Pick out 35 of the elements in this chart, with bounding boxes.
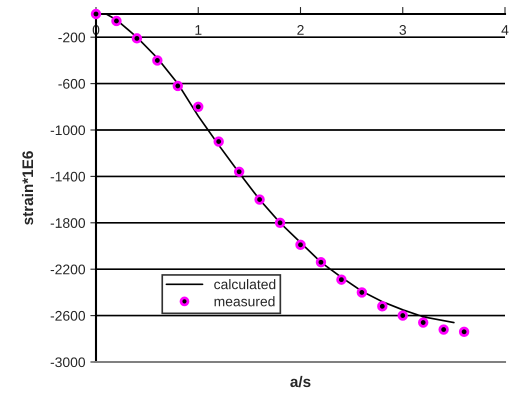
point — [234, 166, 244, 177]
point — [356, 287, 368, 298]
legend-label: measured — [214, 296, 275, 306]
point — [316, 257, 326, 268]
point — [172, 80, 183, 92]
y-tick-label: -1400 — [50, 172, 86, 182]
point — [111, 16, 122, 26]
y-tick-label: -1000 — [50, 125, 86, 136]
y-tick-label: -2200 — [50, 264, 86, 274]
y-tick-label: -600 — [58, 78, 86, 89]
y-tick-label: -1800 — [50, 218, 86, 228]
y-tick-label: -200 — [58, 32, 86, 42]
x-tick-label: 3 — [399, 25, 406, 35]
point — [398, 310, 408, 321]
x-tick-label: 4 — [501, 25, 508, 35]
y-tick-label: -2600 — [50, 310, 86, 321]
point — [214, 136, 224, 147]
point — [418, 317, 428, 328]
legend-label: calculated — [214, 279, 276, 290]
point — [193, 102, 204, 112]
point — [458, 326, 470, 338]
y-tick-label: -3000 — [50, 357, 86, 368]
x-tick-label: 1 — [195, 25, 202, 35]
point — [132, 33, 142, 44]
point — [274, 218, 286, 228]
x-axis-title: a/s — [290, 376, 310, 388]
point — [254, 194, 265, 205]
point — [152, 55, 163, 66]
point — [90, 8, 102, 20]
y-axis-title: strain*1E6 — [22, 151, 34, 225]
point — [336, 274, 347, 285]
point — [377, 301, 388, 312]
point — [438, 324, 449, 335]
x-tick-label: 2 — [297, 25, 304, 35]
point — [295, 240, 306, 250]
